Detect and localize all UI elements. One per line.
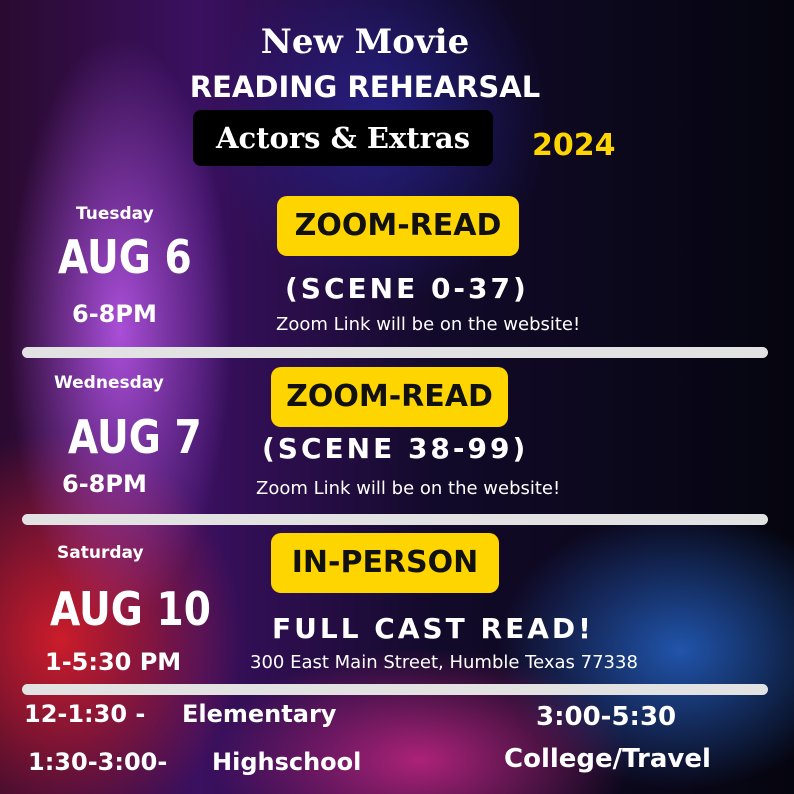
schedule-group: Highschool xyxy=(212,748,362,776)
session-type-badge: ZOOM-READ xyxy=(277,196,519,256)
session-scenes: FULL CAST READ! xyxy=(272,612,594,645)
title: New Movie xyxy=(260,22,470,62)
year: 2024 xyxy=(532,128,616,163)
divider xyxy=(22,347,768,358)
schedule-time: 1:30-3:00- xyxy=(28,748,168,776)
session-day: Saturday xyxy=(57,543,144,563)
session-type-badge: ZOOM-READ xyxy=(271,367,508,427)
schedule-group: Elementary xyxy=(182,700,337,728)
subtitle: READING REHEARSAL xyxy=(189,70,541,104)
session-note: 300 East Main Street, Humble Texas 77338 xyxy=(250,652,638,673)
session-date: AUG 6 xyxy=(58,230,192,284)
session-time: 6-8PM xyxy=(72,300,157,328)
schedule-group: College/Travel xyxy=(504,744,711,774)
session-type-badge: IN-PERSON xyxy=(271,533,499,593)
tag-label: Actors & Extras xyxy=(193,110,493,166)
schedule-time: 3:00-5:30 xyxy=(536,702,677,732)
divider xyxy=(22,514,768,525)
session-time: 6-8PM xyxy=(62,470,147,498)
session-day: Tuesday xyxy=(76,204,154,224)
session-date: AUG 10 xyxy=(50,582,211,636)
schedule-time: 12-1:30 - xyxy=(24,700,146,728)
session-scenes: (SCENE 0-37) xyxy=(285,272,529,305)
session-scenes: (SCENE 38-99) xyxy=(262,432,529,465)
session-note: Zoom Link will be on the website! xyxy=(256,478,561,499)
session-day: Wednesday xyxy=(54,373,164,393)
session-time: 1-5:30 PM xyxy=(45,648,182,676)
session-date: AUG 7 xyxy=(68,410,202,464)
session-note: Zoom Link will be on the website! xyxy=(276,314,581,335)
divider xyxy=(22,684,768,695)
